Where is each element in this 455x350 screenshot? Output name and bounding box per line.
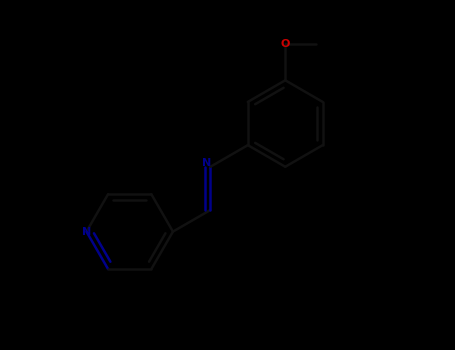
Text: O: O: [281, 38, 290, 49]
Text: N: N: [82, 226, 91, 237]
Text: N: N: [202, 158, 211, 168]
